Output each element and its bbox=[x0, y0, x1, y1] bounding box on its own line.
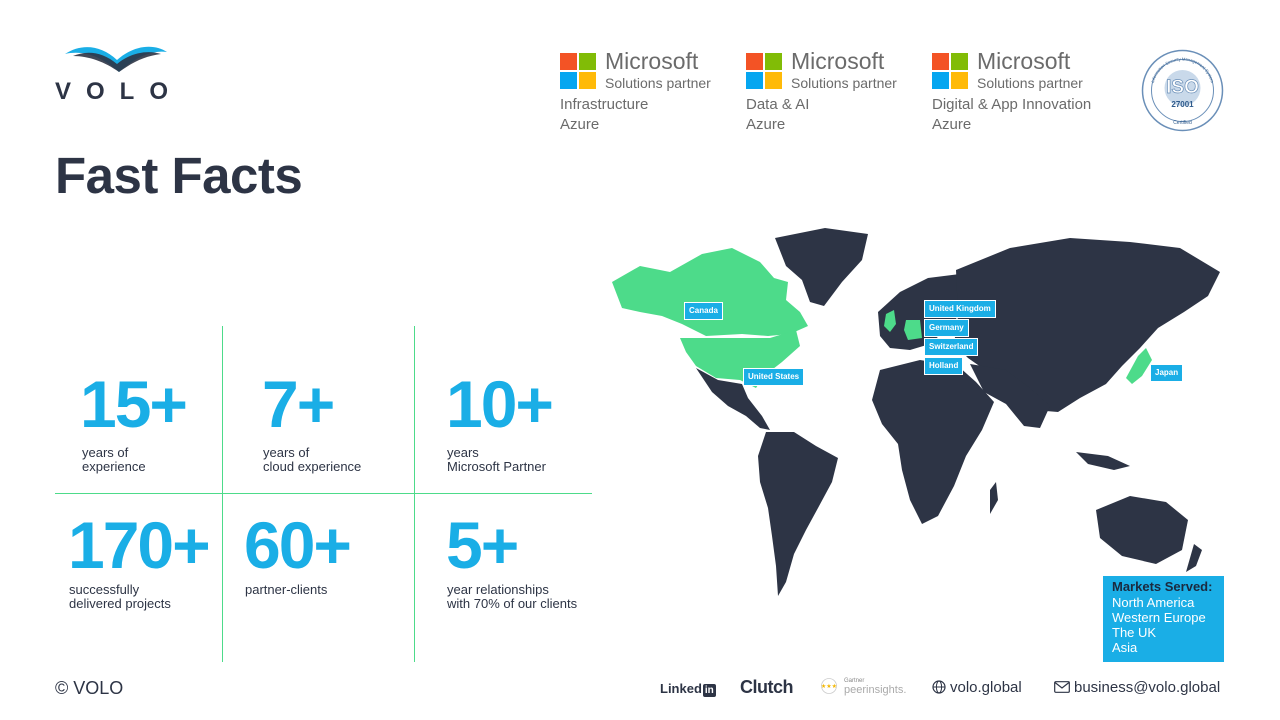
map-label-germany: Germany bbox=[924, 319, 969, 337]
map-new-zealand bbox=[1186, 544, 1202, 572]
partner-subtitle: Solutions partner bbox=[977, 75, 1083, 91]
map-greenland bbox=[775, 228, 868, 306]
map-middle-east bbox=[970, 364, 1050, 428]
map-africa bbox=[872, 360, 994, 524]
partner-name: Microsoft bbox=[977, 48, 1071, 74]
map-mexico bbox=[696, 368, 770, 430]
market-item: Western Europe bbox=[1112, 610, 1206, 625]
stat-label: successfully delivered projects bbox=[69, 582, 171, 611]
page-title: Fast Facts bbox=[55, 147, 303, 204]
linkedin-label: Linked bbox=[660, 681, 702, 696]
volo-logo-wave bbox=[65, 46, 167, 72]
partner-subtitle: Solutions partner bbox=[791, 75, 897, 91]
grid-divider bbox=[55, 493, 592, 494]
stat-value: 10+ bbox=[446, 367, 554, 441]
market-item: North America bbox=[1112, 595, 1195, 610]
microsoft-logo-icon bbox=[932, 53, 968, 89]
markets-title: Markets Served: bbox=[1112, 579, 1213, 594]
stat-label: partner-clients bbox=[245, 582, 328, 597]
stat-value: 60+ bbox=[244, 508, 352, 582]
gartner-peer-insights-link[interactable]: ★★★ Gartner peerinsights. bbox=[816, 678, 906, 699]
partner-subtitle: Solutions partner bbox=[605, 75, 711, 91]
email-link[interactable]: business@volo.global bbox=[1054, 679, 1220, 696]
svg-text:Certified: Certified bbox=[1173, 120, 1192, 126]
map-asia bbox=[954, 238, 1220, 412]
partner-category: Infrastructure Azure bbox=[560, 96, 649, 133]
website-label: volo.global bbox=[950, 679, 1022, 696]
microsoft-logo-icon bbox=[746, 53, 782, 89]
map-label-united-states: United States bbox=[743, 368, 805, 386]
map-indonesia bbox=[1076, 452, 1130, 470]
stat-label: years Microsoft Partner bbox=[447, 445, 546, 474]
map-usa bbox=[680, 330, 800, 388]
stars-icon: ★★★ bbox=[821, 678, 837, 694]
partner-name: Microsoft bbox=[791, 48, 885, 74]
map-canada bbox=[612, 248, 808, 336]
map-madagascar bbox=[990, 482, 998, 514]
grid-divider bbox=[414, 326, 415, 662]
map-label-switzerland: Switzerland bbox=[924, 338, 979, 356]
stat-value: 170+ bbox=[68, 508, 211, 582]
peer-insights-label: peerinsights. bbox=[844, 684, 907, 696]
website-link[interactable]: volo.global bbox=[932, 679, 1022, 696]
copyright: © VOLO bbox=[55, 678, 124, 698]
map-australia bbox=[1096, 496, 1188, 564]
mail-icon bbox=[1054, 681, 1070, 693]
map-germany bbox=[904, 320, 922, 340]
stat-label: years of cloud experience bbox=[263, 445, 362, 474]
map-uk bbox=[884, 310, 896, 332]
email-label: business@volo.global bbox=[1074, 679, 1221, 696]
stat-label: years of experience bbox=[82, 445, 146, 474]
linkedin-icon: in bbox=[702, 684, 716, 697]
world-map bbox=[612, 228, 1220, 596]
map-label-holland: Holland bbox=[924, 357, 964, 375]
stat-label: year relationships with 70% of our clien… bbox=[447, 582, 578, 611]
markets-served-box: Markets Served: North America Western Eu… bbox=[1103, 576, 1224, 662]
market-item: The UK bbox=[1112, 625, 1157, 640]
gartner-label: Gartner bbox=[844, 678, 865, 684]
svg-text:★★★: ★★★ bbox=[821, 683, 837, 690]
partner-name: Microsoft bbox=[605, 48, 699, 74]
map-japan bbox=[1126, 348, 1152, 384]
partner-category: Data & AI Azure bbox=[746, 96, 810, 133]
stat-value: 7+ bbox=[262, 367, 335, 441]
logo-wordmark: VOLO bbox=[55, 78, 184, 105]
svg-text:ISO: ISO bbox=[1166, 77, 1199, 98]
clutch-link[interactable]: Clutch bbox=[740, 677, 794, 697]
stat-value: 15+ bbox=[80, 367, 188, 441]
market-item: Asia bbox=[1112, 640, 1138, 655]
linkedin-link[interactable]: Linked in bbox=[660, 681, 716, 697]
microsoft-logo-icon bbox=[560, 53, 596, 89]
svg-text:27001: 27001 bbox=[1171, 100, 1194, 109]
map-label-japan: Japan bbox=[1150, 364, 1184, 382]
globe-icon bbox=[932, 680, 946, 694]
map-label-canada: Canada bbox=[684, 302, 723, 320]
map-label-united-kingdom: United Kingdom bbox=[924, 300, 996, 318]
stat-value: 5+ bbox=[446, 508, 519, 582]
partner-category: Digital & App Innovation Azure bbox=[932, 96, 1092, 133]
map-south-america bbox=[758, 432, 838, 596]
grid-divider bbox=[222, 326, 223, 662]
iso-27001-seal-icon: ISO 27001 Certified Information Security… bbox=[1141, 49, 1224, 132]
